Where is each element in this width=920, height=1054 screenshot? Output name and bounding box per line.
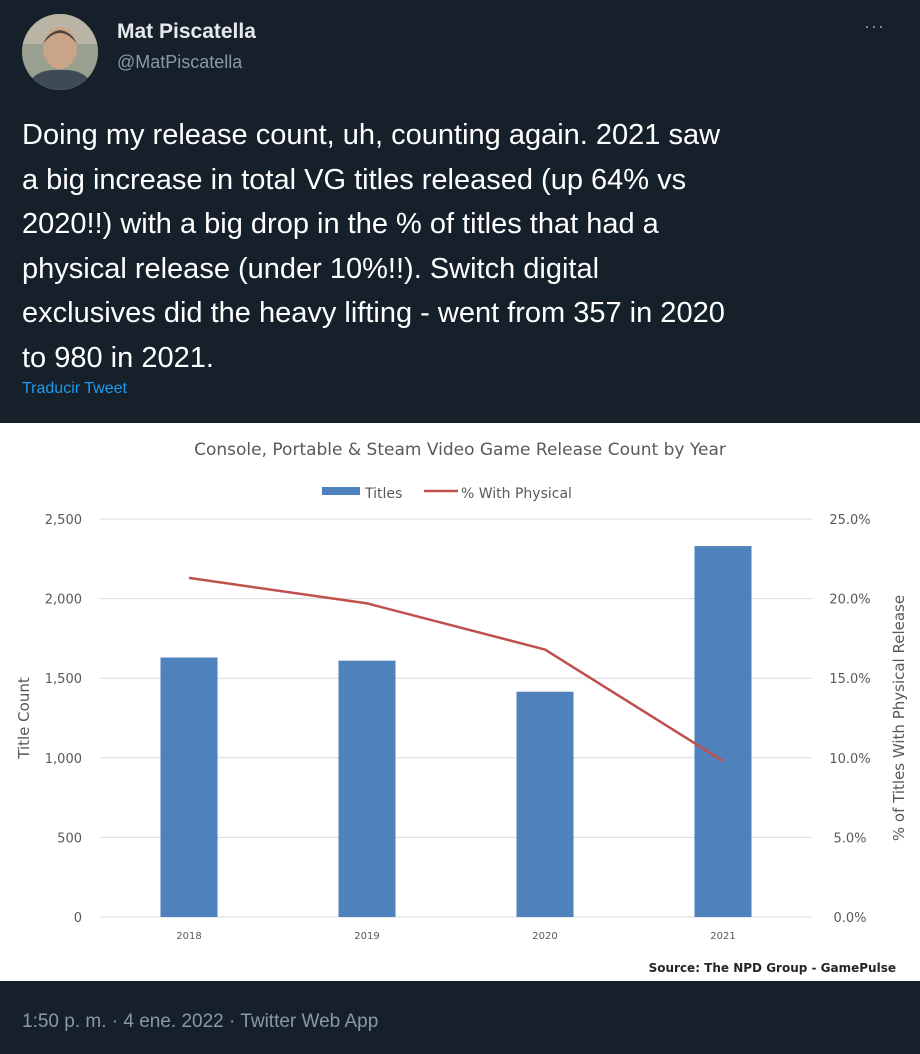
chart-source: Source: The NPD Group - GamePulse	[649, 961, 896, 975]
tweet-timestamp[interactable]: 1:50 p. m. · 4 ene. 2022 · Twitter Web A…	[22, 1011, 379, 1032]
display-name[interactable]: Mat Piscatella	[117, 20, 256, 43]
y-right-tick-label: 25.0%	[829, 513, 870, 528]
y-tick-label: 2,000	[45, 593, 82, 608]
tweet-text-line: physical release (under 10%!!). Switch d…	[22, 252, 600, 285]
y-tick-label: 1,500	[45, 672, 82, 687]
tweet-media-chart[interactable]: Console, Portable & Steam Video Game Rel…	[0, 423, 920, 981]
y-right-tick-label: 20.0%	[829, 593, 870, 608]
x-tick-label: 2020	[532, 931, 557, 942]
legend-label-physical: % With Physical	[461, 486, 572, 502]
y-right-tick-label: 10.0%	[829, 752, 870, 767]
y-right-axis-title: % of Titles With Physical Release	[890, 595, 908, 841]
tweet-text-line: 2020!!) with a big drop in the % of titl…	[22, 208, 659, 240]
y-right-tick-label: 5.0%	[833, 831, 866, 846]
bar	[516, 691, 574, 917]
avatar[interactable]	[22, 14, 98, 90]
divider	[0, 981, 920, 982]
avatar-photo	[22, 14, 98, 90]
line-series-physical	[188, 576, 724, 763]
x-tick-label: 2021	[710, 931, 735, 942]
y-tick-label: 2,500	[45, 513, 82, 528]
x-tick-label: 2018	[176, 931, 201, 942]
tweet-header: Mat Piscatella @MatPiscatella ···	[0, 0, 920, 110]
x-tick-label: 2019	[354, 931, 379, 942]
y-tick-label: 1,000	[45, 752, 82, 767]
y-right-tick-label: 0.0%	[833, 911, 866, 926]
tweet-text: Doing my release count, uh, counting aga…	[22, 113, 902, 380]
translate-tweet-link[interactable]: Traducir Tweet	[22, 380, 127, 397]
legend-label-titles: Titles	[364, 486, 402, 502]
bar	[694, 546, 752, 917]
chart-svg: Console, Portable & Steam Video Game Rel…	[15, 440, 908, 975]
tweet-text-line: Doing my release count, uh, counting aga…	[22, 119, 721, 151]
y-tick-label: 500	[57, 831, 82, 846]
y-axis-title: Title Count	[15, 677, 33, 760]
tweet-text-line: exclusives did the heavy lifting - went …	[22, 297, 725, 329]
tweet-text-line: a big increase in total VG titles releas…	[22, 163, 687, 196]
more-options-icon[interactable]: ···	[864, 16, 885, 36]
bar	[160, 657, 218, 917]
y-tick-label: 0	[74, 911, 82, 926]
tweet-text-line: to 980 in 2021.	[22, 341, 214, 374]
chart-title: Console, Portable & Steam Video Game Rel…	[194, 440, 726, 460]
user-handle[interactable]: @MatPiscatella	[117, 52, 243, 72]
y-right-tick-label: 15.0%	[829, 672, 870, 687]
legend-swatch-titles	[322, 487, 360, 495]
bar	[338, 660, 396, 917]
